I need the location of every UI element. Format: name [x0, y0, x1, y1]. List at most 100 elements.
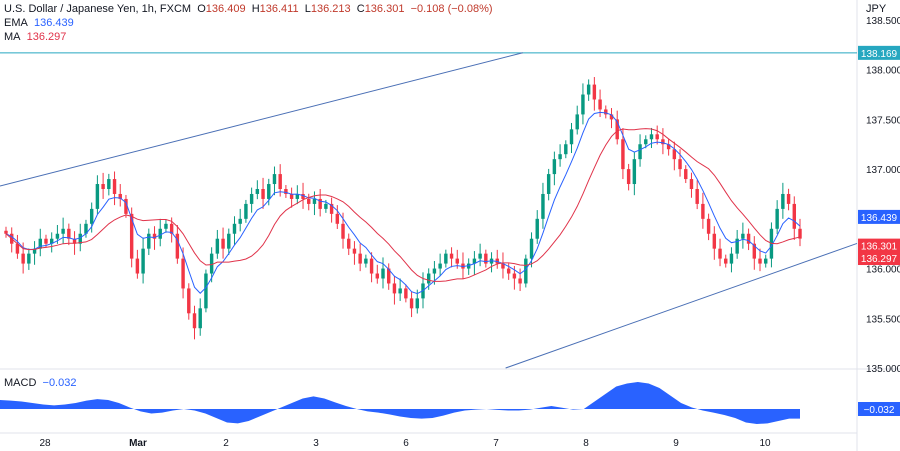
- candle-body: [4, 230, 8, 234]
- candle-body: [392, 283, 397, 294]
- candle-body: [318, 198, 322, 209]
- macd-label: MACD: [4, 377, 37, 389]
- y-tick-label: 137.000: [866, 165, 900, 176]
- candle-body: [695, 189, 699, 204]
- candle-body: [558, 154, 562, 160]
- x-tick-label: 8: [583, 438, 589, 449]
- candle-body: [512, 273, 517, 279]
- candle-body: [455, 258, 459, 264]
- price-tag-label: 136.301: [861, 242, 898, 253]
- candle-body: [244, 203, 248, 219]
- x-tick-label: 9: [673, 438, 679, 449]
- candle-body: [124, 198, 128, 214]
- high-value: 136.411: [259, 3, 299, 15]
- candle-body: [118, 193, 122, 199]
- candle-body: [72, 238, 77, 244]
- candle-body: [501, 263, 505, 269]
- candle-body: [569, 129, 574, 145]
- candle-body: [101, 184, 105, 189]
- candle-body: [798, 228, 802, 239]
- price-tag-label: 136.439: [861, 213, 898, 224]
- candle-body: [215, 238, 220, 254]
- candle-body: [301, 193, 305, 199]
- candle-body: [689, 179, 694, 189]
- legend-macd-row[interactable]: MACD −0.032: [4, 377, 76, 389]
- legend-ema-row[interactable]: EMA 136.439: [4, 17, 74, 29]
- currency-label: JPY: [866, 3, 887, 15]
- price-tag-label: 138.169: [861, 49, 898, 60]
- candle-body: [387, 268, 391, 284]
- candle-body: [432, 268, 437, 274]
- price-tag-label: 136.297: [861, 254, 898, 265]
- candle-body: [364, 258, 368, 264]
- candle-body: [67, 228, 71, 239]
- ema-value: 136.439: [33, 17, 74, 29]
- candle-body: [666, 144, 671, 150]
- ema-line: [5, 111, 801, 295]
- candle-body: [644, 139, 648, 145]
- candle-body: [307, 198, 311, 204]
- candle-body: [249, 193, 254, 204]
- candle-body: [312, 198, 317, 204]
- legend-ma-row[interactable]: MA 136.297: [4, 31, 66, 43]
- candle-body: [581, 94, 585, 115]
- y-tick-label: 135.500: [866, 314, 900, 325]
- x-tick-label: 10: [759, 438, 771, 449]
- candle-body: [278, 174, 282, 189]
- x-tick-label: 2: [223, 438, 229, 449]
- candle-body: [32, 248, 37, 254]
- candle-body: [718, 248, 722, 259]
- candle-body: [609, 114, 614, 120]
- candle-body: [535, 218, 539, 239]
- close-label: C: [356, 3, 365, 15]
- candle-body: [147, 233, 151, 249]
- x-tick-label: 28: [39, 438, 51, 449]
- macd-value-tag: [858, 402, 900, 416]
- candle-body: [238, 218, 242, 224]
- candle-body: [672, 149, 677, 160]
- candle-body: [529, 238, 534, 259]
- close-value: 136.301: [364, 3, 405, 15]
- candle-body: [575, 114, 579, 130]
- x-tick-label: 7: [493, 438, 499, 449]
- candle-body: [729, 253, 734, 264]
- candle-body: [678, 159, 682, 170]
- candle-body: [352, 248, 357, 254]
- candle-body: [781, 193, 785, 209]
- candle-body: [44, 238, 48, 244]
- candle-body: [232, 223, 237, 234]
- candle-body: [615, 119, 619, 140]
- candle-body: [478, 253, 482, 259]
- candle-body: [324, 203, 328, 209]
- channel-upper-line: [0, 52, 523, 187]
- candle-body: [758, 258, 762, 264]
- ma-line: [5, 128, 801, 282]
- candle-body: [49, 238, 54, 244]
- candle-body: [706, 218, 711, 234]
- candle-body: [552, 159, 557, 175]
- ma-value: 136.297: [26, 31, 67, 43]
- candle-body: [78, 233, 82, 244]
- candle-body: [518, 278, 522, 284]
- price-tag: [858, 209, 900, 224]
- candle-body: [792, 203, 797, 229]
- candle-body: [192, 313, 197, 329]
- candle-body: [295, 193, 300, 199]
- candle-body: [358, 253, 362, 264]
- candle-body: [27, 253, 31, 264]
- candle-body: [261, 189, 265, 199]
- candle-body: [524, 258, 528, 284]
- candle-body: [152, 233, 157, 239]
- macd-value-tag-label: −0.032: [864, 405, 895, 416]
- symbol-title[interactable]: U.S. Dollar / Japanese Yen, 1h, FXCM: [4, 3, 192, 15]
- candle-body: [712, 233, 717, 249]
- candle-body: [375, 273, 380, 279]
- open-value: 136.409: [205, 3, 246, 15]
- candle-body: [61, 228, 65, 234]
- macd-area: [0, 382, 800, 424]
- candle-body: [187, 288, 191, 314]
- low-value: 136.213: [310, 3, 351, 15]
- candle-body: [564, 144, 568, 155]
- candle-body: [724, 258, 728, 264]
